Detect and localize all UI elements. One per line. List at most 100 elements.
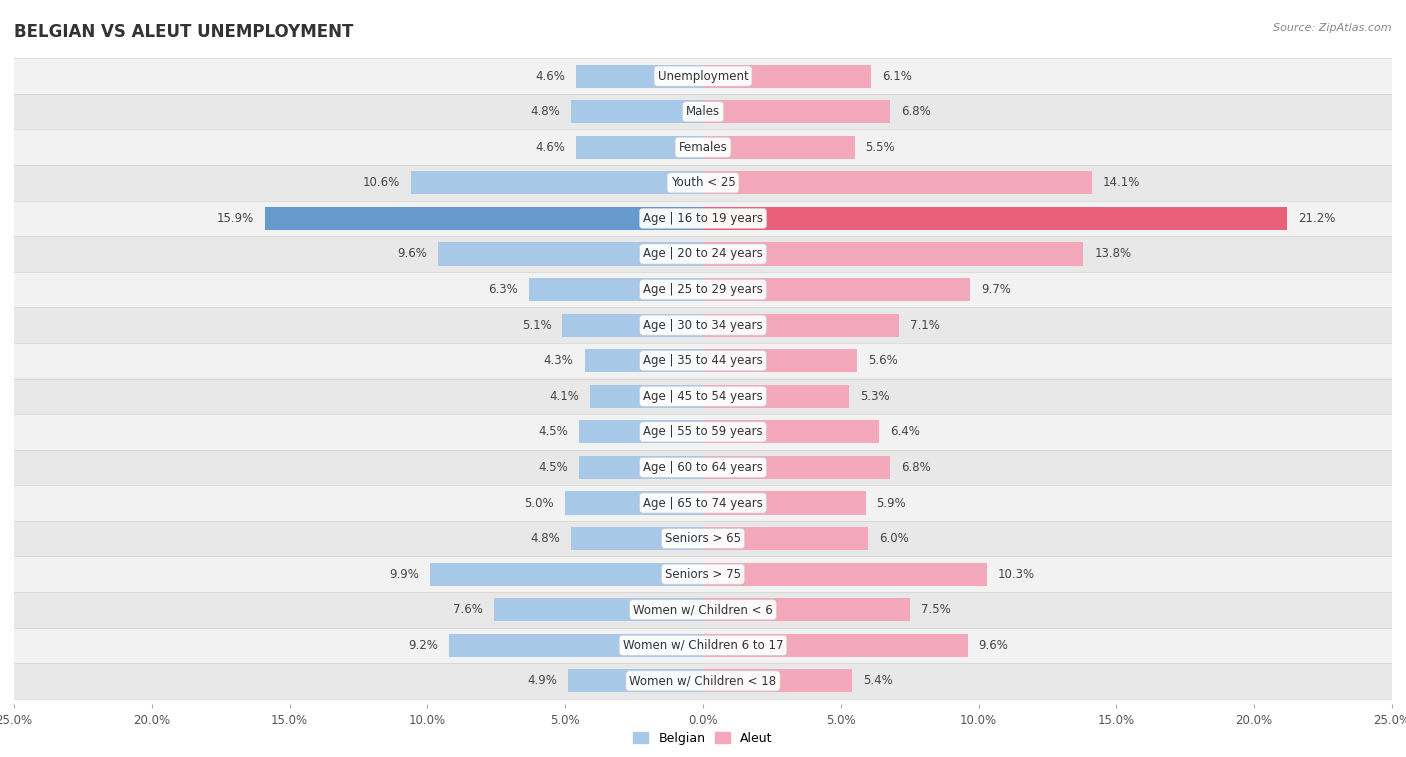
- Bar: [14, 450, 1392, 485]
- Bar: [571, 100, 703, 123]
- Text: 4.5%: 4.5%: [538, 461, 568, 474]
- Bar: [494, 598, 703, 621]
- Bar: [14, 94, 1392, 129]
- Bar: [14, 129, 1392, 165]
- Bar: [14, 307, 1392, 343]
- Bar: [14, 521, 1392, 556]
- Text: 7.5%: 7.5%: [921, 603, 950, 616]
- Text: Unemployment: Unemployment: [658, 70, 748, 83]
- Text: 5.0%: 5.0%: [524, 497, 554, 509]
- Bar: [439, 242, 703, 266]
- Bar: [703, 491, 866, 515]
- Bar: [430, 562, 703, 586]
- Text: 15.9%: 15.9%: [217, 212, 254, 225]
- Bar: [14, 556, 1392, 592]
- Text: 14.1%: 14.1%: [1102, 176, 1140, 189]
- Bar: [703, 598, 910, 621]
- Bar: [579, 456, 703, 479]
- Bar: [703, 420, 879, 444]
- Text: Age | 65 to 74 years: Age | 65 to 74 years: [643, 497, 763, 509]
- Bar: [703, 349, 858, 372]
- Text: 4.8%: 4.8%: [530, 532, 560, 545]
- Text: 6.8%: 6.8%: [901, 105, 931, 118]
- Bar: [576, 136, 703, 159]
- Text: Males: Males: [686, 105, 720, 118]
- Text: Age | 30 to 34 years: Age | 30 to 34 years: [643, 319, 763, 332]
- Bar: [14, 201, 1392, 236]
- Bar: [703, 527, 869, 550]
- Text: Women w/ Children < 6: Women w/ Children < 6: [633, 603, 773, 616]
- Bar: [576, 64, 703, 88]
- Text: 5.3%: 5.3%: [860, 390, 890, 403]
- Text: 9.6%: 9.6%: [979, 639, 1008, 652]
- Bar: [565, 491, 703, 515]
- Bar: [14, 236, 1392, 272]
- Bar: [703, 207, 1288, 230]
- Bar: [450, 634, 703, 657]
- Text: 6.1%: 6.1%: [882, 70, 912, 83]
- Bar: [591, 385, 703, 408]
- Text: Age | 25 to 29 years: Age | 25 to 29 years: [643, 283, 763, 296]
- Text: Age | 16 to 19 years: Age | 16 to 19 years: [643, 212, 763, 225]
- Text: Source: ZipAtlas.com: Source: ZipAtlas.com: [1274, 23, 1392, 33]
- Text: 4.6%: 4.6%: [536, 70, 565, 83]
- Bar: [411, 171, 703, 195]
- Bar: [568, 669, 703, 693]
- Bar: [562, 313, 703, 337]
- Bar: [703, 313, 898, 337]
- Bar: [530, 278, 703, 301]
- Text: 4.3%: 4.3%: [544, 354, 574, 367]
- Bar: [703, 171, 1091, 195]
- Text: Seniors > 75: Seniors > 75: [665, 568, 741, 581]
- Text: 7.1%: 7.1%: [910, 319, 939, 332]
- Bar: [703, 136, 855, 159]
- Text: Age | 20 to 24 years: Age | 20 to 24 years: [643, 248, 763, 260]
- Bar: [703, 385, 849, 408]
- Bar: [571, 527, 703, 550]
- Text: 10.3%: 10.3%: [998, 568, 1035, 581]
- Text: 4.6%: 4.6%: [536, 141, 565, 154]
- Text: 9.6%: 9.6%: [398, 248, 427, 260]
- Bar: [703, 278, 970, 301]
- Text: 13.8%: 13.8%: [1094, 248, 1132, 260]
- Bar: [14, 272, 1392, 307]
- Text: 4.9%: 4.9%: [527, 674, 557, 687]
- Text: Age | 60 to 64 years: Age | 60 to 64 years: [643, 461, 763, 474]
- Bar: [585, 349, 703, 372]
- Text: 6.3%: 6.3%: [489, 283, 519, 296]
- Text: 5.6%: 5.6%: [869, 354, 898, 367]
- Text: 4.5%: 4.5%: [538, 425, 568, 438]
- Text: 4.1%: 4.1%: [550, 390, 579, 403]
- Bar: [703, 634, 967, 657]
- Bar: [14, 378, 1392, 414]
- Text: 5.9%: 5.9%: [876, 497, 907, 509]
- Text: 6.0%: 6.0%: [879, 532, 910, 545]
- Bar: [703, 669, 852, 693]
- Bar: [14, 663, 1392, 699]
- Bar: [703, 456, 890, 479]
- Bar: [703, 562, 987, 586]
- Bar: [14, 485, 1392, 521]
- Text: BELGIAN VS ALEUT UNEMPLOYMENT: BELGIAN VS ALEUT UNEMPLOYMENT: [14, 23, 353, 41]
- Text: Seniors > 65: Seniors > 65: [665, 532, 741, 545]
- Bar: [703, 100, 890, 123]
- Text: 9.2%: 9.2%: [409, 639, 439, 652]
- Text: 21.2%: 21.2%: [1298, 212, 1336, 225]
- Text: 6.8%: 6.8%: [901, 461, 931, 474]
- Text: 9.9%: 9.9%: [389, 568, 419, 581]
- Text: Females: Females: [679, 141, 727, 154]
- Text: Youth < 25: Youth < 25: [671, 176, 735, 189]
- Text: Women w/ Children 6 to 17: Women w/ Children 6 to 17: [623, 639, 783, 652]
- Text: 5.5%: 5.5%: [866, 141, 896, 154]
- Text: Age | 45 to 54 years: Age | 45 to 54 years: [643, 390, 763, 403]
- Text: 10.6%: 10.6%: [363, 176, 399, 189]
- Text: 4.8%: 4.8%: [530, 105, 560, 118]
- Text: 9.7%: 9.7%: [981, 283, 1011, 296]
- Text: Age | 55 to 59 years: Age | 55 to 59 years: [643, 425, 763, 438]
- Bar: [14, 592, 1392, 628]
- Legend: Belgian, Aleut: Belgian, Aleut: [628, 727, 778, 750]
- Bar: [14, 628, 1392, 663]
- Bar: [14, 58, 1392, 94]
- Bar: [703, 242, 1083, 266]
- Text: 6.4%: 6.4%: [890, 425, 921, 438]
